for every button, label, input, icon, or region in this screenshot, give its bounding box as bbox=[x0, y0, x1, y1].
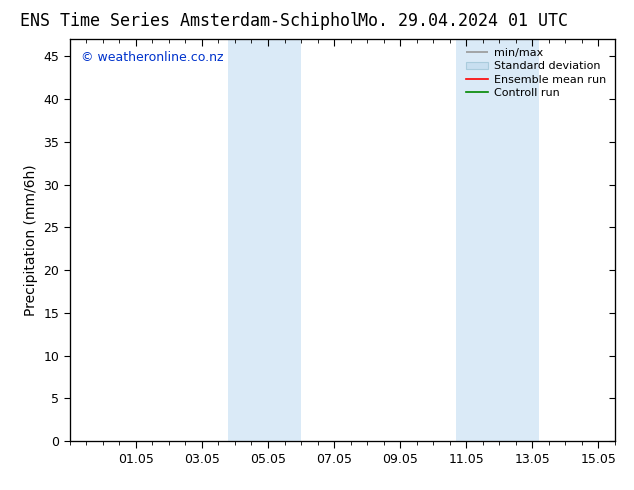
Text: © weatheronline.co.nz: © weatheronline.co.nz bbox=[81, 51, 223, 64]
Text: Mo. 29.04.2024 01 UTC: Mo. 29.04.2024 01 UTC bbox=[358, 12, 568, 30]
Y-axis label: Precipitation (mm/6h): Precipitation (mm/6h) bbox=[24, 164, 38, 316]
Text: ENS Time Series Amsterdam-Schiphol: ENS Time Series Amsterdam-Schiphol bbox=[20, 12, 360, 30]
Legend: min/max, Standard deviation, Ensemble mean run, Controll run: min/max, Standard deviation, Ensemble me… bbox=[463, 45, 609, 101]
Bar bbox=[258, 39, 301, 441]
Bar bbox=[483, 39, 539, 441]
Bar bbox=[228, 39, 258, 441]
Bar bbox=[456, 39, 483, 441]
